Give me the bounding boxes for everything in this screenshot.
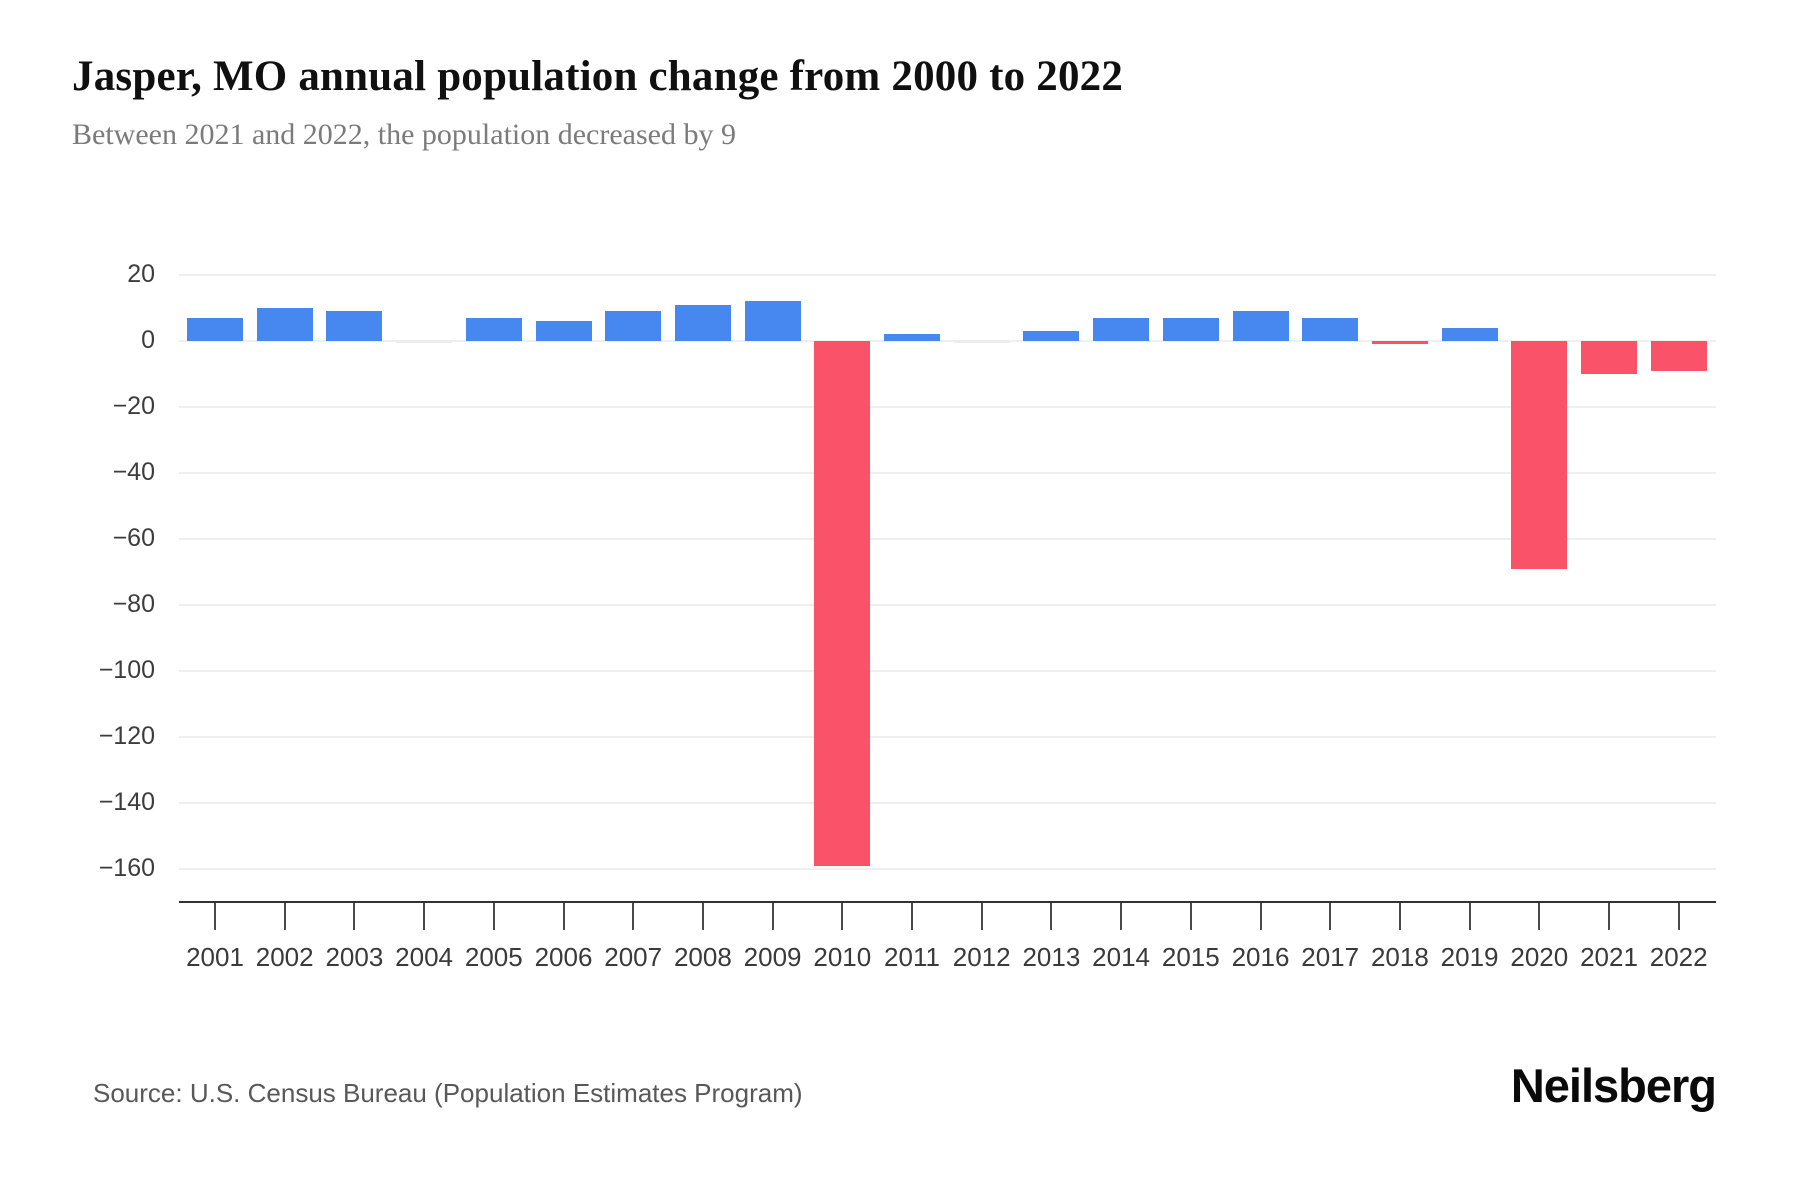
gridline--160 <box>179 868 1716 870</box>
y-axis-label--160: −160 <box>98 854 155 882</box>
x-axis-label-2015: 2015 <box>1161 942 1220 972</box>
x-axis-label-2008: 2008 <box>673 942 732 972</box>
x-tick-2005 <box>492 903 495 930</box>
x-axis-line <box>179 901 1716 903</box>
x-tick-2018 <box>1398 903 1401 930</box>
y-axis-label--20: −20 <box>112 392 155 420</box>
x-axis-label-2001: 2001 <box>186 942 244 972</box>
bar-2016[interactable] <box>1232 311 1289 341</box>
x-axis-label-2002: 2002 <box>255 942 314 972</box>
bar-2017[interactable] <box>1302 317 1359 341</box>
bar-2006[interactable] <box>535 321 592 341</box>
bar-2014[interactable] <box>1093 317 1150 341</box>
x-axis-label-2005: 2005 <box>464 942 523 972</box>
gridline--140 <box>179 802 1716 804</box>
x-tick-2020 <box>1538 903 1541 930</box>
x-axis-label-2009: 2009 <box>743 942 802 972</box>
y-axis-label--40: −40 <box>112 458 155 486</box>
bar-2011[interactable] <box>884 334 940 341</box>
bar-2019[interactable] <box>1441 327 1498 341</box>
gridline--80 <box>179 604 1716 606</box>
bar-2003[interactable] <box>326 311 383 341</box>
x-tick-2021 <box>1608 903 1610 930</box>
source-note: Source: U.S. Census Bureau (Population E… <box>93 1078 803 1108</box>
gridline--100 <box>179 670 1716 672</box>
x-tick-2006 <box>562 903 565 930</box>
x-axis-label-2016: 2016 <box>1231 942 1290 972</box>
bar-2007[interactable] <box>605 311 662 341</box>
x-tick-2019 <box>1468 903 1471 930</box>
x-tick-2012 <box>980 903 983 930</box>
bar-2002[interactable] <box>256 308 313 341</box>
bar-2008[interactable] <box>674 304 731 341</box>
x-axis-label-2020: 2020 <box>1510 942 1569 972</box>
x-axis-label-2019: 2019 <box>1440 942 1499 972</box>
x-axis-label-2004: 2004 <box>395 942 454 972</box>
chart-title: Jasper, MO annual population change from… <box>72 53 1124 100</box>
bar-2004[interactable] <box>396 340 453 343</box>
bar-2015[interactable] <box>1162 317 1219 341</box>
y-axis-label-20: 20 <box>127 260 155 288</box>
bar-2012[interactable] <box>953 340 1010 343</box>
x-tick-2001 <box>214 903 216 930</box>
y-axis-label-0: 0 <box>141 326 155 354</box>
x-axis-label-2022: 2022 <box>1649 942 1708 972</box>
bar-2005[interactable] <box>465 317 522 341</box>
x-tick-2008 <box>701 903 704 930</box>
gridline--40 <box>179 472 1716 474</box>
x-axis-label-2012: 2012 <box>952 942 1011 972</box>
x-tick-2015 <box>1189 903 1192 930</box>
x-axis-label-2017: 2017 <box>1301 942 1360 972</box>
x-tick-2009 <box>771 903 774 930</box>
gridline-20 <box>179 274 1716 276</box>
x-axis-label-2014: 2014 <box>1092 942 1151 972</box>
gridline--60 <box>179 538 1716 540</box>
bar-2010[interactable] <box>814 341 871 866</box>
x-tick-2007 <box>632 903 635 930</box>
bar-2022[interactable] <box>1650 341 1707 371</box>
x-axis-label-2018: 2018 <box>1370 942 1429 972</box>
x-tick-2017 <box>1329 903 1332 930</box>
y-axis-label--60: −60 <box>112 524 155 552</box>
x-axis-label-2010: 2010 <box>813 942 872 972</box>
y-axis-label--80: −80 <box>112 590 155 618</box>
x-tick-2004 <box>423 903 426 930</box>
x-tick-2022 <box>1677 903 1680 930</box>
bar-2018[interactable] <box>1371 341 1428 345</box>
x-tick-2011 <box>911 903 913 930</box>
x-axis-label-2011: 2011 <box>884 942 940 972</box>
x-tick-2014 <box>1120 903 1123 930</box>
bar-2009[interactable] <box>744 301 801 341</box>
bar-2020[interactable] <box>1511 341 1568 569</box>
x-axis-label-2003: 2003 <box>325 942 384 972</box>
y-axis-label--140: −140 <box>98 788 155 816</box>
gridline--20 <box>179 406 1716 408</box>
x-axis-label-2006: 2006 <box>534 942 593 972</box>
bar-2021[interactable] <box>1581 341 1637 374</box>
x-tick-2010 <box>841 903 844 930</box>
neilsberg-logo: Neilsberg <box>1510 1059 1717 1112</box>
x-axis-label-2013: 2013 <box>1022 942 1081 972</box>
x-axis-label-2007: 2007 <box>604 942 663 972</box>
x-tick-2016 <box>1259 903 1262 930</box>
bar-2013[interactable] <box>1023 331 1080 341</box>
y-axis-label--120: −120 <box>98 722 155 750</box>
x-tick-2003 <box>353 903 356 930</box>
gridline-0 <box>179 340 1716 342</box>
x-tick-2013 <box>1050 903 1053 930</box>
bar-2001[interactable] <box>187 317 243 341</box>
x-tick-2002 <box>283 903 286 930</box>
x-axis-label-2021: 2021 <box>1580 942 1638 972</box>
y-axis-label--100: −100 <box>98 656 155 684</box>
gridline--120 <box>179 736 1716 738</box>
chart-subtitle: Between 2021 and 2022, the population de… <box>72 118 736 151</box>
